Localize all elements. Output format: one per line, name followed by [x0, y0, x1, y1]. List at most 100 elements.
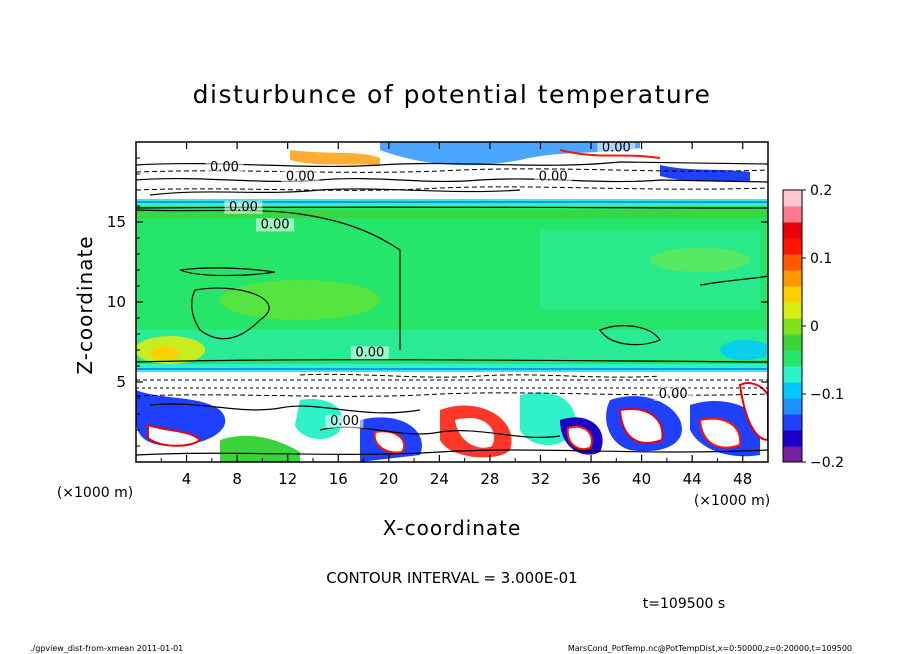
- colorbar-tick-label: −0.2: [810, 455, 844, 471]
- colorbar-swatch: [783, 366, 802, 383]
- x-tick-label: 20: [379, 470, 398, 488]
- y-axis: 5 10 15: [107, 157, 768, 447]
- x-tick-label: 32: [531, 470, 550, 488]
- footer-left: ./gpview_dist-from-xmean 2011-01-01: [30, 644, 183, 653]
- footer-right: MarsCond_PotTemp.nc@PotTempDist,x=0:5000…: [568, 644, 852, 653]
- lower-turbulence: [455, 418, 495, 448]
- colorbar-swatch: [783, 382, 802, 399]
- contour-lines: [136, 161, 768, 456]
- contour-line: [136, 177, 768, 183]
- lower-turbulence: [373, 430, 405, 454]
- cool-anomaly: [720, 340, 768, 360]
- y-tick-label: 5: [116, 373, 126, 391]
- contour-line: [699, 275, 768, 286]
- colorbar-tick-label: 0: [810, 319, 819, 335]
- y-tick-label: 10: [107, 293, 126, 311]
- chart-title: disturbunce of potential temperature: [193, 80, 712, 109]
- contour-line: [136, 209, 401, 350]
- y-unit-label: (×1000 m): [694, 493, 770, 509]
- contour-label-bg: [205, 160, 244, 174]
- colorbar-swatch: [783, 350, 802, 367]
- colorbar: 0.2 0.1 0 −0.1 −0.2: [782, 183, 844, 471]
- x-tick-label: 16: [329, 470, 348, 488]
- colorbar-swatch: [783, 270, 802, 287]
- lower-turbulence: [295, 399, 343, 440]
- lower-turbulence: [566, 425, 593, 450]
- heatmap-field: 0.000.000.00 0.000.000.000.000.000.00: [136, 141, 768, 462]
- contour-label-bg: [534, 170, 573, 184]
- x-axis-label: X-coordinate: [383, 516, 522, 540]
- contour-line: [136, 449, 768, 456]
- lower-turbulence: [220, 435, 300, 462]
- contour-label: 0.00: [602, 141, 631, 156]
- x-tick-label: 48: [733, 470, 752, 488]
- lower-turbulence: [698, 417, 742, 449]
- contour-label: 0.00: [355, 345, 384, 360]
- contour-line: [179, 267, 276, 277]
- colorbar-swatch: [783, 254, 802, 271]
- contour-label-bg: [256, 218, 295, 232]
- upper-layer-blob: [380, 142, 640, 166]
- contour-label: 0.00: [229, 200, 258, 215]
- contour-label: 0.00: [330, 414, 359, 429]
- colorbar-swatch: [783, 190, 802, 207]
- colorbar-swatch: [783, 286, 802, 303]
- x-tick-label: 44: [683, 470, 702, 488]
- contour-label-bg: [325, 415, 364, 429]
- colorbar-swatch: [783, 398, 802, 415]
- contour-label-bg: [654, 388, 693, 401]
- x-tick-label: 12: [278, 470, 297, 488]
- contour-label: 0.00: [286, 169, 315, 184]
- interior-band-shade: [136, 210, 768, 218]
- x-axis: 4 8 12 16 20 24 28 32 36 40 44 48: [160, 142, 752, 488]
- x-tick-label: 28: [480, 470, 499, 488]
- colorbar-tick-label: −0.1: [810, 387, 844, 403]
- upper-layer-blob: [290, 150, 380, 166]
- x-tick-label: 4: [182, 470, 192, 488]
- colorbar-tick-label: 0.2: [810, 183, 832, 199]
- contour-line: [136, 168, 768, 173]
- upper-layer-blob: [559, 149, 661, 159]
- contour-line: [599, 325, 661, 346]
- contour-interval-label: CONTOUR INTERVAL = 3.000E-01: [326, 569, 577, 587]
- contour-label-bg: [224, 200, 263, 214]
- colorbar-swatch: [783, 430, 802, 447]
- contour-line: [191, 287, 270, 340]
- x-tick-label: 36: [581, 470, 600, 488]
- contour-line: [299, 373, 661, 378]
- lower-turbulence: [147, 423, 202, 447]
- contour-labels: 0.000.000.00 0.000.000.000.000.000.00: [205, 141, 693, 429]
- y-axis-label: Z-coordinate: [73, 235, 97, 374]
- warm-anomaly: [650, 248, 750, 272]
- upper-layer-blob: [660, 165, 750, 182]
- contour-label: 0.00: [261, 217, 290, 232]
- colorbar-swatch: [783, 318, 802, 335]
- colorbar-swatch: [783, 222, 802, 239]
- warm-anomaly: [220, 280, 380, 320]
- x-tick-label: 24: [430, 470, 449, 488]
- colorbar-swatch: [783, 334, 802, 351]
- contour-label: 0.00: [659, 387, 688, 402]
- lower-turbulence: [738, 382, 768, 442]
- colorbar-swatch: [783, 206, 802, 223]
- colorbar-swatch: [783, 414, 802, 431]
- contour-label-bg: [597, 142, 636, 155]
- x-tick-label: 8: [232, 470, 242, 488]
- lower-turbulence: [618, 408, 664, 444]
- contour-label: 0.00: [539, 169, 568, 184]
- y-tick-label: 15: [107, 213, 126, 231]
- colorbar-swatch: [783, 446, 802, 463]
- contour-label-bg: [281, 170, 320, 184]
- contour-line: [136, 359, 768, 363]
- colorbar-swatch: [783, 238, 802, 255]
- time-label: t=109500 s: [643, 596, 725, 612]
- x-unit-label: (×1000 m): [57, 485, 133, 501]
- contour-line: [149, 403, 421, 414]
- colorbar-swatch: [783, 302, 802, 319]
- x-tick-label: 40: [632, 470, 651, 488]
- contour-line: [136, 186, 768, 191]
- interior-band-shade: [136, 330, 768, 360]
- colorbar-tick-label: 0.1: [810, 251, 832, 267]
- contour-label: 0.00: [210, 160, 239, 175]
